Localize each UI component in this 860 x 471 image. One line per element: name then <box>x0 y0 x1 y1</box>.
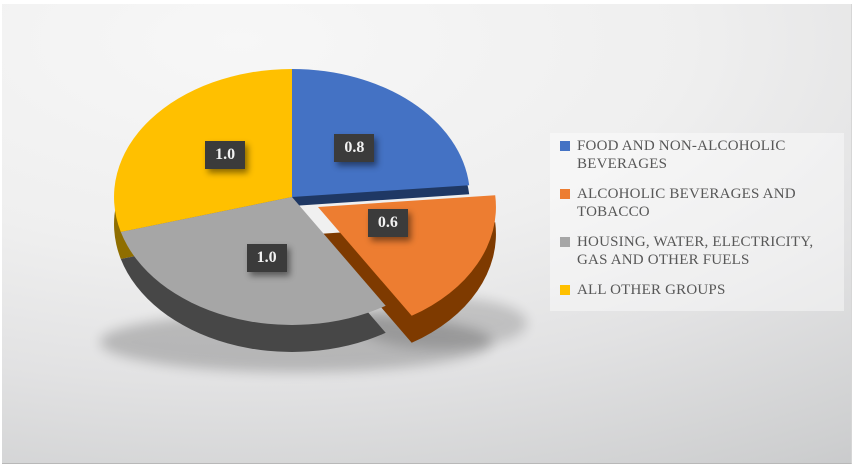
pie-data-label: 1.0 <box>205 140 246 169</box>
legend-item-label: FOOD AND NON-ALCOHOLIC BEVERAGES <box>577 138 786 172</box>
pie-data-label: 0.6 <box>367 208 408 237</box>
legend-item-all-other-groups: ALL OTHER GROUPS <box>560 281 844 299</box>
legend-color-swatch <box>560 189 570 199</box>
legend-item-housing-water-electricity-gas-and-other-fuels: HOUSING, WATER, ELECTRICITY, GAS AND OTH… <box>560 233 844 269</box>
pie-slices <box>114 69 496 325</box>
legend-item-food-and-non-alcoholic-beverages: FOOD AND NON-ALCOHOLIC BEVERAGES <box>560 137 844 173</box>
pie-data-label: 1.0 <box>246 244 287 273</box>
legend-color-swatch <box>560 285 570 295</box>
legend-color-swatch <box>560 237 570 247</box>
legend-color-swatch <box>560 141 570 151</box>
legend-item-alcoholic-beverages-and-tobacco: ALCOHOLIC BEVERAGES AND TOBACCO <box>560 185 844 221</box>
legend: FOOD AND NON-ALCOHOLIC BEVERAGES ALCOHOL… <box>550 133 844 311</box>
pie-data-label: 0.8 <box>334 133 375 162</box>
legend-item-label: ALCOHOLIC BEVERAGES AND TOBACCO <box>577 186 796 220</box>
legend-item-label: HOUSING, WATER, ELECTRICITY, GAS AND OTH… <box>577 234 814 268</box>
legend-item-label: ALL OTHER GROUPS <box>577 282 726 298</box>
